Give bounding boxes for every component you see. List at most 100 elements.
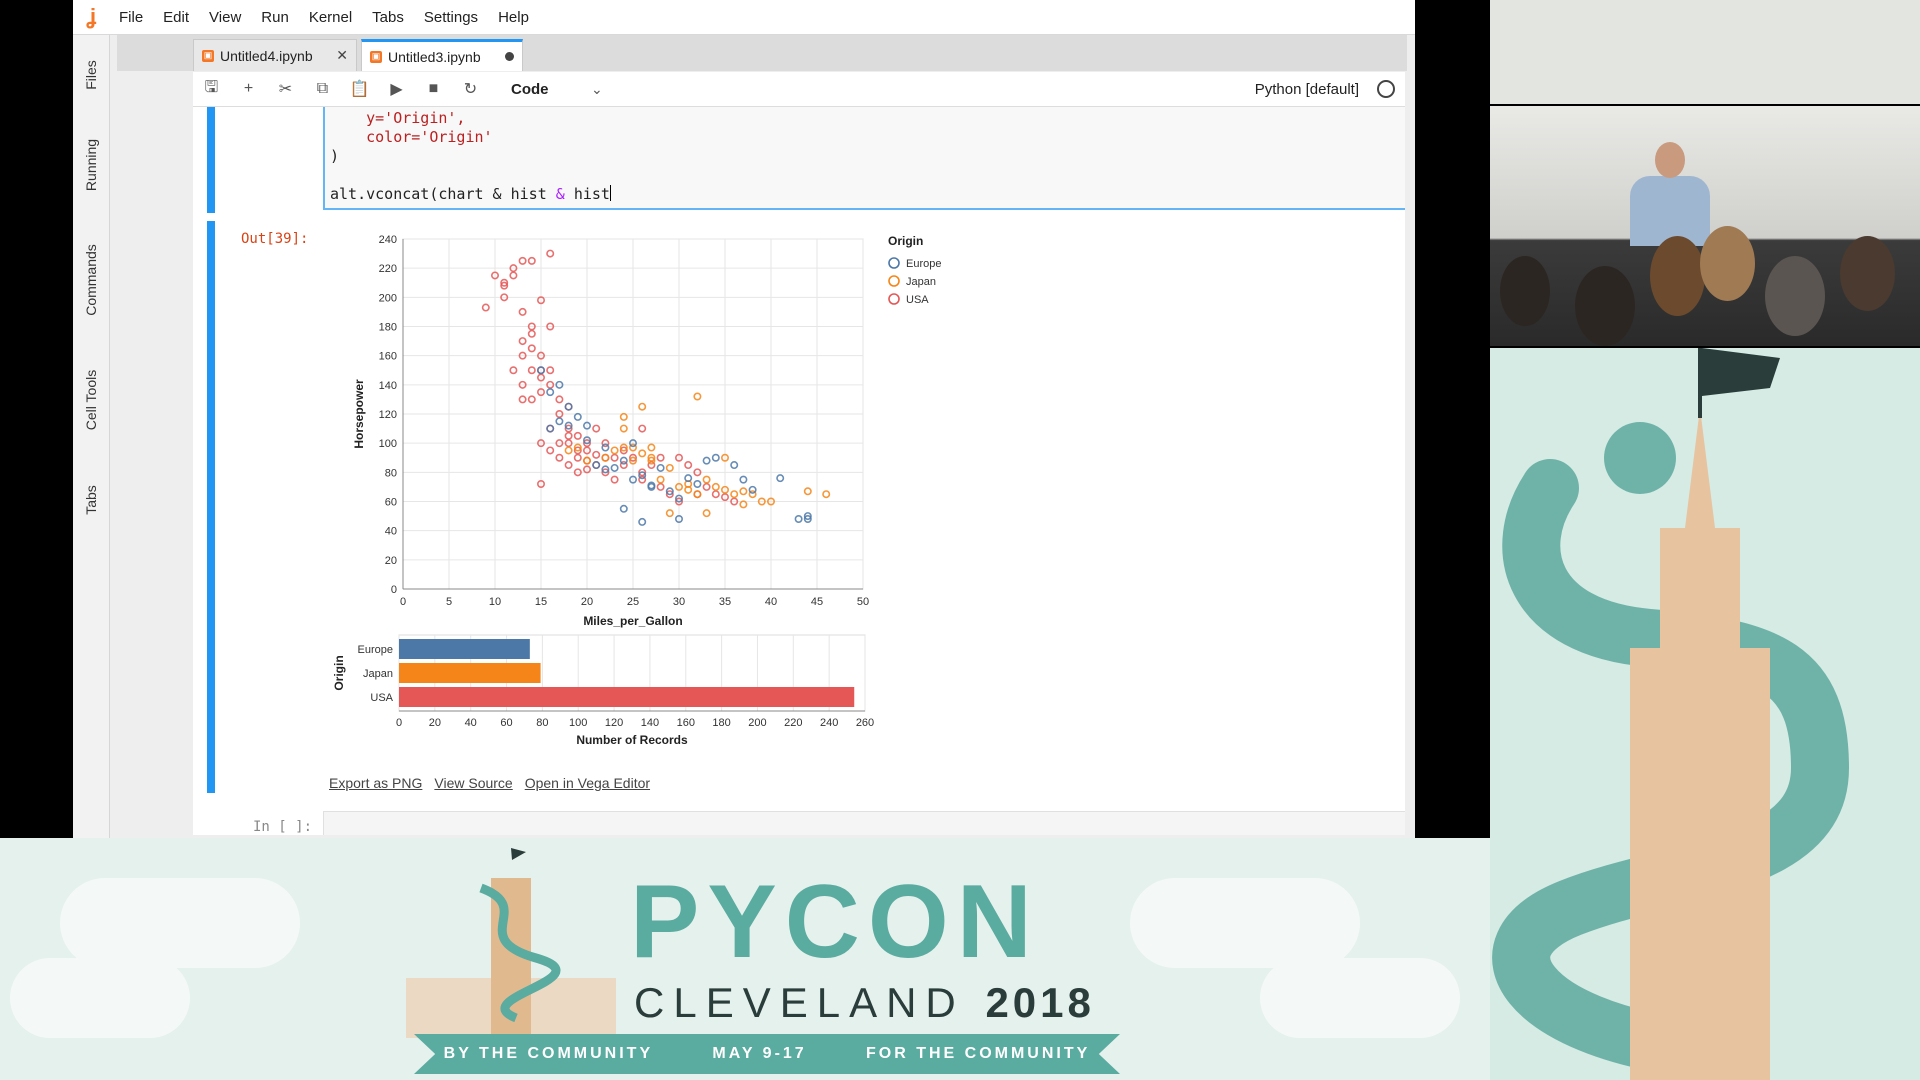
x-tick-label: 25: [627, 596, 639, 608]
x-tick-label: 50: [857, 596, 869, 608]
scatter-point: [739, 475, 748, 484]
scatter-point: [693, 490, 702, 499]
scatter-point: [564, 446, 573, 455]
scatter-point: [564, 439, 573, 448]
scatter-point: [730, 490, 739, 499]
sidebar-tab-running[interactable]: Running: [73, 120, 109, 210]
logo-snake: [479, 883, 561, 1023]
pycon-logo-tower: [406, 848, 616, 1038]
x-tick-label: 15: [535, 596, 547, 608]
bar: [399, 639, 530, 659]
scatter-point: [628, 453, 637, 462]
scatter-point: [730, 461, 739, 470]
scatter-point: [674, 482, 683, 491]
menu-settings[interactable]: Settings: [423, 8, 479, 26]
menu-edit[interactable]: Edit: [163, 8, 190, 26]
restart-icon[interactable]: ↻: [463, 81, 478, 98]
notebook-toolbar: 🖫 + ✂ ⧉ 📋 ▶ ■ ↻ Code ⌄ Python [default]: [193, 72, 1405, 107]
open-vega-editor-link[interactable]: Open in Vega Editor: [524, 775, 651, 791]
close-icon[interactable]: ✕: [336, 47, 348, 63]
paste-icon[interactable]: 📋: [349, 81, 370, 98]
scatter-point: [803, 512, 812, 521]
copy-icon[interactable]: ⧉: [316, 80, 329, 97]
cell-collapser[interactable]: [207, 107, 215, 213]
scatter-point: [684, 461, 693, 470]
empty-code-cell[interactable]: [323, 811, 1405, 835]
x-tick-label: 60: [500, 717, 512, 729]
sidebar-tab-label: Commands: [83, 244, 99, 316]
scatter-point: [491, 271, 500, 280]
menu-run[interactable]: Run: [261, 8, 289, 26]
y-tick-label: 20: [385, 555, 397, 567]
legend-label: Japan: [906, 276, 936, 288]
view-source-link[interactable]: View Source: [434, 775, 513, 791]
x-tick-label: 200: [748, 717, 766, 729]
menu-file[interactable]: File: [119, 8, 144, 26]
scatter-point: [555, 439, 564, 448]
code-operator: &: [555, 185, 565, 203]
scatter-point: [638, 471, 647, 480]
sidebar-tab-files[interactable]: Files: [73, 45, 109, 105]
tab-untitled3[interactable]: ▣ Untitled3.ipynb: [361, 39, 523, 71]
chart-legend: Origin Europe Japan USA: [888, 234, 941, 306]
y-tick-label: 100: [379, 438, 397, 450]
sidebar-tab-commands[interactable]: Commands: [73, 225, 109, 335]
x-axis-title: Miles_per_Gallon: [583, 614, 682, 628]
scatter-point: [518, 395, 527, 404]
ribbon-text: FOR THE COMMUNITY: [865, 1045, 1091, 1062]
y-tick-label: 60: [385, 497, 397, 509]
tab-untitled4[interactable]: ▣ Untitled4.ipynb ✕: [193, 39, 357, 71]
x-tick-label: 120: [605, 717, 623, 729]
x-tick-label: 80: [536, 717, 548, 729]
flag-icon: [1702, 348, 1780, 396]
cell-type-select[interactable]: Code: [511, 80, 549, 98]
chevron-down-icon[interactable]: ⌄: [591, 80, 603, 97]
legend-symbol: [888, 275, 900, 287]
scatter-point: [537, 296, 546, 305]
kernel-name[interactable]: Python [default]: [1254, 80, 1359, 98]
scatter-point: [628, 443, 637, 452]
menu-tabs[interactable]: Tabs: [372, 8, 404, 26]
cut-icon[interactable]: ✂: [278, 81, 293, 98]
run-icon[interactable]: ▶: [390, 81, 403, 98]
scatter-point: [619, 446, 628, 455]
stop-icon[interactable]: ■: [428, 80, 439, 97]
scatter-point: [702, 475, 711, 484]
menu-view[interactable]: View: [209, 8, 242, 26]
scatter-point: [638, 468, 647, 477]
scatter-point: [573, 412, 582, 421]
y-tick-label: 80: [385, 467, 397, 479]
export-png-link[interactable]: Export as PNG: [329, 775, 423, 791]
scatter-point: [647, 456, 656, 465]
sidebar-tab-cell-tools[interactable]: Cell Tools: [73, 345, 109, 455]
save-icon[interactable]: 🖫: [204, 78, 219, 96]
notebook-panel[interactable]: y='Origin', color='Origin' ) alt.vconcat…: [193, 107, 1405, 835]
scatter-point: [711, 453, 720, 462]
sidebar-tab-tabs[interactable]: Tabs: [73, 465, 109, 535]
x-tick-label: 160: [677, 717, 695, 729]
add-icon[interactable]: +: [243, 80, 254, 97]
tower-spire: [1685, 408, 1715, 528]
speaker-body: [1630, 176, 1710, 246]
scatter-point: [500, 278, 509, 287]
scatter-point: [638, 517, 647, 526]
scatter-point: [537, 351, 546, 360]
scatter-point: [610, 475, 619, 484]
scatter-point: [564, 461, 573, 470]
kernel-status-icon: [1377, 80, 1395, 98]
scatter-point: [601, 465, 610, 474]
scatter-point: [509, 264, 518, 273]
altair-chart: 0 5 10 15 20 25 30 35 40 45 50 0 20 40 60 80 100 120 140 16…: [332, 234, 941, 747]
scatter-point: [537, 388, 546, 397]
menu-help[interactable]: Help: [498, 8, 529, 26]
code-text: alt.vconcat(chart & hist: [330, 185, 547, 203]
menu-kernel[interactable]: Kernel: [308, 8, 353, 26]
y-tick-label: 200: [379, 292, 397, 304]
unsaved-dot-icon[interactable]: [505, 52, 514, 61]
snake-body: [1492, 459, 1850, 1077]
scatter-point: [582, 456, 591, 465]
sidebar-tab-label: Running: [83, 138, 99, 192]
output-collapser[interactable]: [207, 221, 215, 793]
x-tick-label: 20: [429, 717, 441, 729]
code-editor[interactable]: y='Origin', color='Origin' ) alt.vconcat…: [323, 107, 1405, 210]
